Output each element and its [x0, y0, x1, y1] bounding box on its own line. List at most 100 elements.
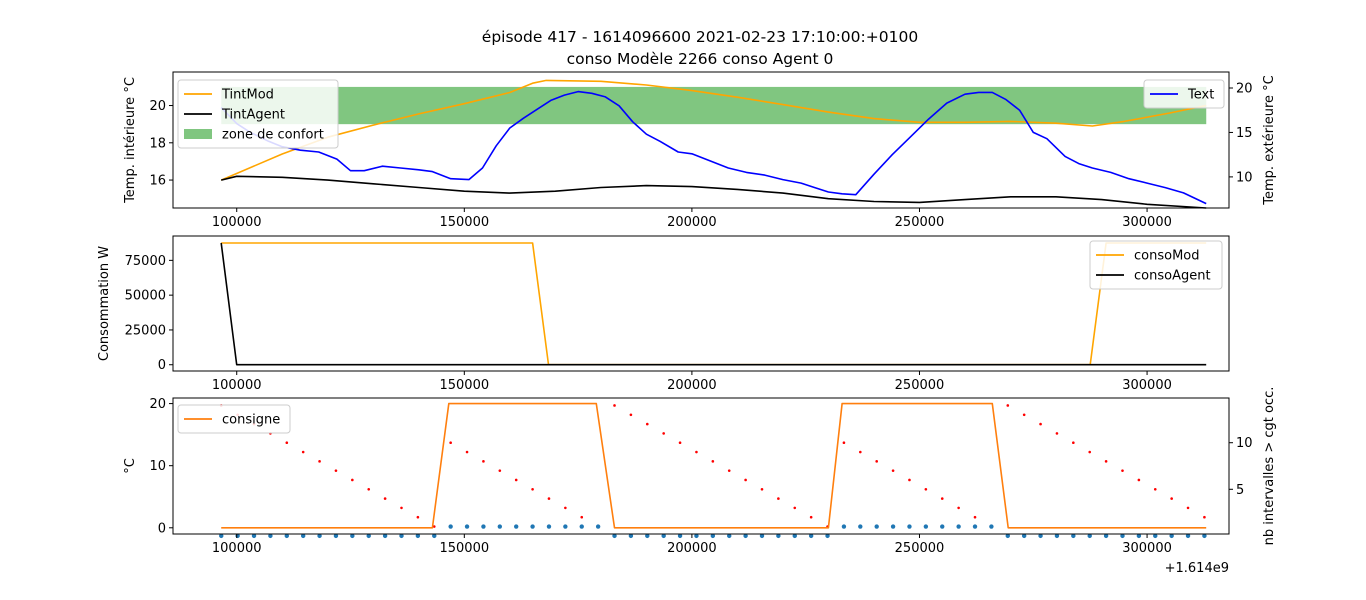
scatter-point-red	[1121, 469, 1124, 472]
scatter-point-blue	[628, 533, 634, 539]
x-tick-label: 200000	[667, 378, 717, 393]
scatter-point-red	[957, 506, 960, 510]
x-tick-label: 150000	[439, 378, 489, 393]
y2-tick-label: 10	[1236, 436, 1253, 451]
y-tick-label: 16	[149, 174, 166, 189]
scatter-point-blue	[333, 533, 339, 539]
legend-label-tintagent: TintAgent	[221, 108, 285, 123]
scatter-point-red	[678, 441, 682, 445]
legend-box	[177, 404, 291, 434]
scatter-point-blue	[563, 524, 568, 529]
legend-label-consomod: consoMod	[1134, 249, 1200, 264]
series-line-tintmod	[220, 79, 1207, 181]
scatter-point-blue	[415, 533, 421, 539]
scatter-point-blue	[268, 533, 273, 539]
scatter-point-blue	[317, 533, 322, 539]
y-tick-label: 50000	[125, 289, 166, 304]
y-axis-label: Temp. intérieure °C	[123, 77, 138, 204]
scatter-point-blue	[432, 533, 437, 539]
x-tick-label: 100000	[212, 378, 262, 393]
legend-box	[177, 79, 339, 149]
figure-title-line2: conso Modèle 2266 conso Agent 0	[567, 50, 834, 68]
series-line-consomod	[221, 242, 1207, 366]
scatter-point-red	[383, 497, 387, 500]
scatter-point-blue	[300, 533, 306, 539]
x-tick-label: 300000	[1122, 541, 1172, 556]
scatter-point-blue	[792, 533, 797, 539]
scatter-point-blue	[1071, 533, 1076, 539]
scatter-point-blue	[841, 524, 847, 529]
y-tick-label: 18	[149, 136, 166, 151]
x-tick-label: 250000	[895, 378, 945, 393]
legend-label-text: Text	[1187, 88, 1214, 103]
x-tick-label: 300000	[1122, 378, 1172, 393]
scatter-point-blue	[890, 524, 896, 529]
scatter-point-blue	[874, 524, 879, 529]
legend-label-consoagent: consoAgent	[1134, 269, 1211, 284]
scatter-point-red	[973, 515, 977, 519]
scatter-point-red	[1022, 413, 1026, 417]
scatter-point-blue	[481, 524, 486, 529]
x-tick-label: 250000	[895, 541, 945, 556]
y-tick-label: 25000	[125, 323, 166, 338]
x-tick-label: 200000	[667, 541, 717, 556]
scatter-point-blue	[677, 533, 683, 539]
series-line-consigne	[221, 402, 1207, 529]
scatter-point-blue	[645, 533, 650, 539]
scatter-point-blue	[530, 524, 535, 529]
scatter-point-blue	[1038, 533, 1043, 539]
scatter-point-red	[1203, 515, 1206, 519]
scatter-point-red	[1137, 478, 1141, 482]
x-tick-label: 100000	[212, 215, 262, 230]
scatter-point-blue	[1005, 533, 1010, 539]
x-tick-label: 150000	[439, 215, 489, 230]
scatter-point-red	[1055, 432, 1059, 435]
y-axis-label: Consommation W	[97, 246, 112, 361]
x-tick-label: 250000	[895, 215, 945, 230]
series-line-consoagent	[220, 242, 1207, 366]
scatter-point-blue	[1120, 533, 1125, 539]
scatter-point-blue	[219, 533, 224, 539]
scatter-point-red	[809, 515, 813, 519]
y-tick-label: 10	[149, 459, 166, 474]
scatter-point-blue	[595, 524, 601, 529]
scatter-point-blue	[382, 533, 388, 539]
scatter-point-red	[1072, 441, 1075, 445]
scatter-point-blue	[350, 533, 355, 539]
scatter-point-red	[940, 497, 944, 500]
scatter-point-blue	[694, 533, 699, 539]
scatter-point-red	[662, 432, 665, 435]
scatter-point-red	[645, 422, 649, 426]
scatter-point-blue	[956, 524, 961, 529]
scatter-point-red	[465, 450, 469, 454]
y2-tick-label: 15	[1236, 126, 1253, 141]
scatter-point-blue	[399, 533, 404, 539]
scatter-point-blue	[972, 524, 978, 529]
scatter-point-blue	[612, 533, 617, 539]
scatter-point-red	[613, 404, 616, 407]
scatter-point-blue	[759, 533, 765, 539]
scatter-point-red	[334, 469, 338, 472]
scatter-point-red	[793, 506, 797, 510]
scatter-point-blue	[1087, 533, 1092, 539]
scatter-point-blue	[907, 524, 912, 529]
series-line-text	[220, 90, 1207, 205]
scatter-point-red	[1104, 460, 1108, 463]
scatter-point-blue	[989, 524, 994, 529]
y2-tick-label: 20	[1236, 82, 1253, 97]
scatter-point-blue	[251, 533, 257, 539]
scatter-point-red	[564, 506, 567, 510]
scatter-point-blue	[1202, 533, 1207, 539]
x-tick-label: 150000	[439, 541, 489, 556]
y-tick-label: 0	[158, 521, 166, 536]
figure-title-line1: épisode 417 - 1614096600 2021-02-23 17:1…	[482, 28, 918, 46]
plot-frame	[172, 235, 1230, 372]
scatter-point-red	[859, 450, 862, 454]
scatter-point-red	[1170, 497, 1173, 500]
y2-axis-label: Temp. extérieure °C	[1262, 75, 1277, 205]
y-tick-label: 75000	[125, 254, 166, 269]
y-tick-label: 0	[158, 358, 166, 373]
scatter-point-blue	[808, 533, 814, 539]
panel-consommation: 100000 150000 200000 250000 300000 0 25000 5000…	[97, 235, 1230, 393]
scatter-point-blue	[448, 524, 453, 529]
